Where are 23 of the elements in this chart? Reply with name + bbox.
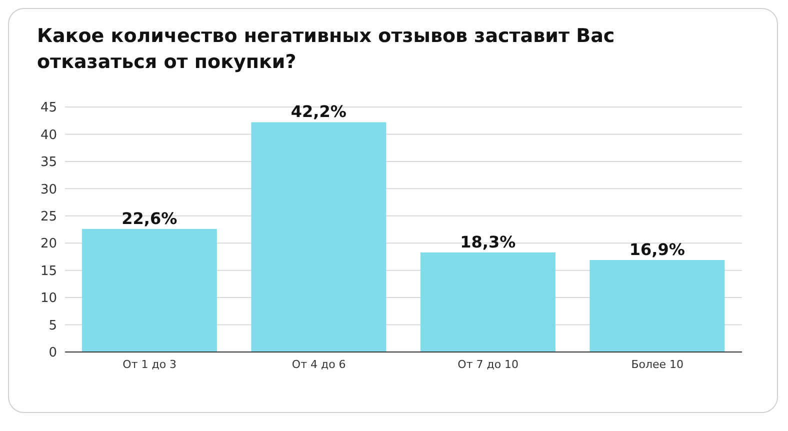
data-label: 18,3% (460, 232, 516, 252)
y-tick-label: 40 (40, 128, 57, 143)
y-tick-label: 45 (40, 100, 57, 116)
bar (251, 122, 386, 352)
data-label: 16,9% (629, 240, 685, 259)
x-tick-label: От 4 до 6 (292, 358, 346, 371)
chart-title: Какое количество негативных отзывов заставит Вас отказаться от покупки? (37, 24, 616, 75)
data-label: 42,2% (290, 102, 346, 122)
bar (82, 228, 217, 352)
x-tick-label: От 7 до 10 (458, 358, 519, 371)
x-tick-label: Более 10 (631, 358, 684, 371)
y-tick-label: 10 (40, 291, 57, 306)
x-tick-label: От 1 до 3 (122, 358, 177, 371)
y-tick-label: 0 (48, 346, 57, 361)
y-tick-label: 30 (40, 182, 57, 198)
y-tick-label: 25 (40, 210, 57, 225)
y-tick-label: 20 (40, 236, 57, 252)
y-tick-label: 5 (48, 318, 57, 334)
bar (420, 252, 556, 352)
data-label: 22,6% (122, 208, 178, 228)
y-tick-label: 15 (40, 264, 57, 279)
y-tick-label: 35 (40, 155, 57, 170)
bar (590, 260, 725, 352)
